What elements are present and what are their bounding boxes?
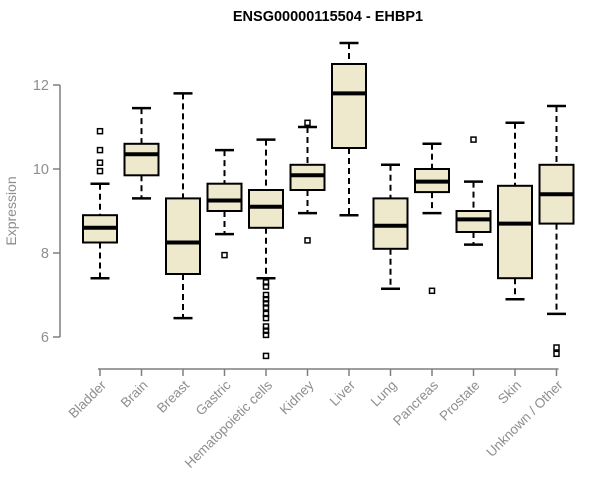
boxplot-hematopoietic-cells [248,138,284,360]
boxplot-skin [497,121,533,301]
boxplot-brain [123,106,160,200]
x-tick-label-lung: Lung [368,378,400,410]
y-tick-label: 10 [33,162,49,178]
x-tick-label-skin: Skin [495,378,524,407]
outlier-point [304,119,311,127]
outlier-point [96,167,104,175]
boxplot-prostate [455,136,492,246]
x-tick-label-prostate: Prostate [436,378,482,424]
outlier-point [96,146,104,154]
x-tick-label-bladder: Bladder [66,377,110,421]
outlier-point [262,331,270,339]
iqr-box [372,197,409,250]
x-tick-label-unknown-other: Unknown / Other [483,377,566,460]
boxplot-gastric [206,148,243,259]
y-tick-label: 8 [41,246,49,262]
outlier-point [553,350,560,358]
outlier-point [262,283,270,290]
x-tick-label-breast: Breast [154,377,192,415]
y-axis-title: Expression [3,176,19,245]
outlier-point [262,300,270,307]
iqr-box [289,163,326,192]
outlier-point [96,159,104,166]
x-tick-label-pancreas: Pancreas [390,377,441,428]
boxplot-unknown-other [538,104,575,358]
boxplot-kidney [289,119,326,244]
boxplot-bladder [82,127,118,280]
outlier-point [262,314,270,322]
iqr-box [248,189,284,229]
outlier-point [553,344,560,351]
outlier-point [262,327,270,334]
outlier-point [262,304,270,311]
iqr-box [206,182,243,212]
outlier-point [262,310,270,318]
outlier-point [96,127,104,135]
boxplot-liver [331,41,367,217]
x-tick-label-gastric: Gastric [193,377,234,418]
boxplot-pancreas [414,142,450,295]
outlier-point [470,136,477,143]
outlier-point [262,323,270,330]
iqr-box [497,184,533,280]
iqr-box [331,63,367,149]
outlier-point [262,352,270,360]
y-axis: 6 8 10 12 [33,78,61,346]
x-tick-label-liver: Liver [327,377,359,409]
x-tick-label-kidney: Kidney [277,377,317,417]
outlier-point [428,287,436,295]
outlier-point [304,237,311,244]
y-tick-label: 6 [41,330,49,346]
outlier-point [221,251,228,259]
outlier-point [262,291,270,299]
outlier-point [262,279,270,286]
boxplot-lung [372,163,409,290]
x-tick-label-brain: Brain [118,378,151,411]
iqr-box [165,197,201,275]
iqr-box [123,142,160,177]
chart-title: ENSG00000115504 - EHBP1 [233,9,423,25]
iqr-box [455,210,492,233]
outlier-point [262,295,270,303]
y-tick-label: 12 [33,78,49,94]
boxplot-breast [165,92,201,320]
